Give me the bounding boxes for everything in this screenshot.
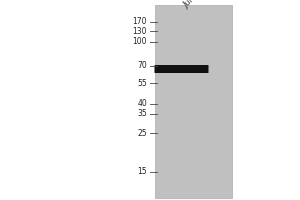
FancyBboxPatch shape — [154, 65, 208, 73]
Text: 15: 15 — [137, 168, 147, 176]
Text: 100: 100 — [133, 38, 147, 46]
Text: Jurkat: Jurkat — [182, 0, 206, 10]
Text: 40: 40 — [137, 99, 147, 108]
Text: 170: 170 — [133, 18, 147, 26]
Text: 130: 130 — [133, 26, 147, 36]
Text: 55: 55 — [137, 78, 147, 88]
Text: 35: 35 — [137, 110, 147, 118]
Text: 70: 70 — [137, 62, 147, 71]
Bar — [155, 5, 232, 198]
Text: 25: 25 — [137, 129, 147, 138]
